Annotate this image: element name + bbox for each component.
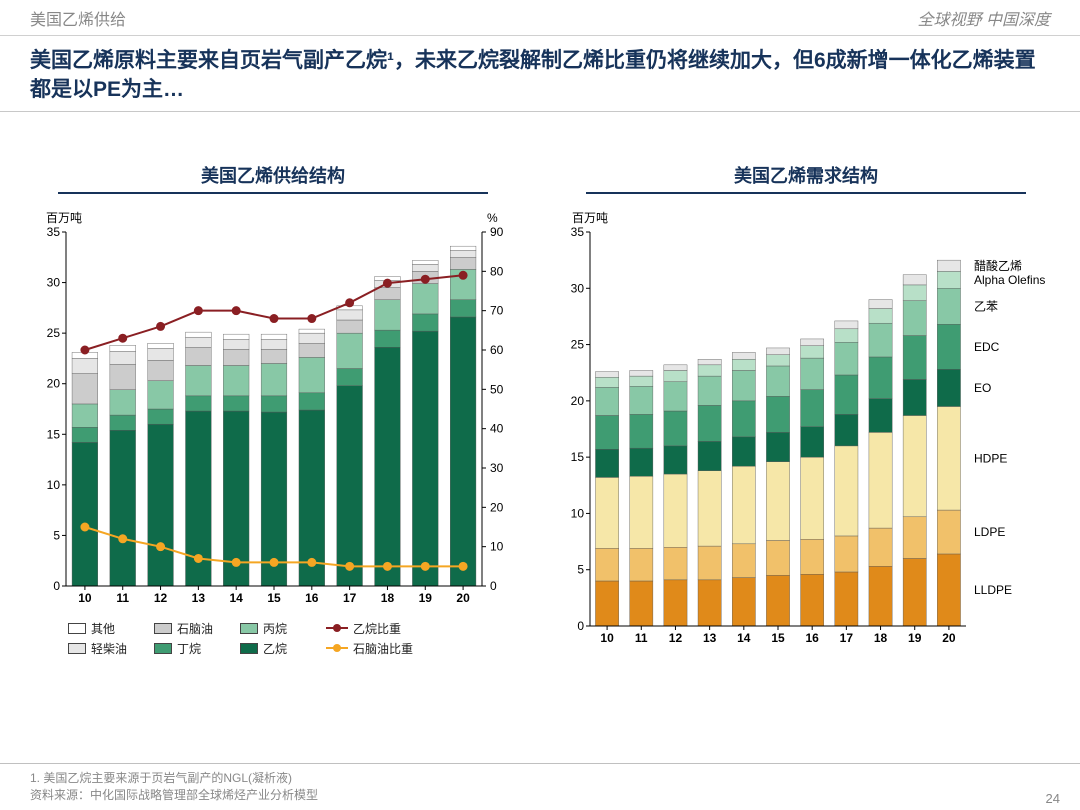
legend-item: 石脑油 <box>154 620 224 637</box>
svg-text:醋酸乙烯: 醋酸乙烯 <box>974 258 1022 273</box>
legend-item: 乙烷 <box>240 640 310 657</box>
svg-text:11: 11 <box>635 631 648 645</box>
svg-text:乙苯: 乙苯 <box>974 299 998 313</box>
svg-text:EO: EO <box>974 381 991 395</box>
svg-text:LDPE: LDPE <box>974 525 1005 539</box>
svg-text:百万吨: 百万吨 <box>572 211 608 225</box>
svg-text:30: 30 <box>571 281 585 295</box>
svg-text:10: 10 <box>78 591 92 605</box>
svg-text:百万吨: 百万吨 <box>46 211 82 225</box>
svg-text:15: 15 <box>571 450 585 464</box>
svg-text:16: 16 <box>305 591 319 605</box>
svg-text:70: 70 <box>490 303 504 317</box>
legend-item: 丁烷 <box>154 640 224 657</box>
legend-item: 轻柴油 <box>68 640 138 657</box>
svg-text:11: 11 <box>116 591 129 605</box>
svg-text:17: 17 <box>840 631 854 645</box>
legend-item: 其他 <box>68 620 138 637</box>
charts-container: 美国乙烯供给结构 0510152025303501020304050607080… <box>0 112 1080 660</box>
svg-text:18: 18 <box>381 591 395 605</box>
footer: 1. 美国乙烷主要来源于页岩气副产的NGL(凝析液) 资料来源：中化国际战略管理… <box>0 763 1080 810</box>
svg-text:0: 0 <box>53 579 60 593</box>
svg-text:10: 10 <box>490 539 504 553</box>
header-tagline: 全球视野 中国深度 <box>918 6 1050 30</box>
svg-text:90: 90 <box>490 225 504 239</box>
svg-text:LLDPE: LLDPE <box>974 583 1012 597</box>
svg-text:20: 20 <box>456 591 470 605</box>
svg-text:20: 20 <box>47 376 61 390</box>
svg-text:18: 18 <box>874 631 888 645</box>
demand-chart: 0 5 10 15 20 25 30 35百万吨 10 11 12 13 14 15 16 17 18 19 20 醋… <box>546 204 1066 654</box>
supply-chart-legend: 其他石脑油丙烷乙烷比重轻柴油丁烷乙烷石脑油比重 <box>18 614 528 657</box>
header: 美国乙烯供给 全球视野 中国深度 <box>0 0 1080 36</box>
svg-text:10: 10 <box>47 478 61 492</box>
svg-text:35: 35 <box>571 225 585 239</box>
svg-text:12: 12 <box>154 591 168 605</box>
svg-text:19: 19 <box>419 591 433 605</box>
svg-text:30: 30 <box>490 461 504 475</box>
svg-text:13: 13 <box>703 631 717 645</box>
svg-text:EDC: EDC <box>974 340 1000 354</box>
legend-item: 乙烷比重 <box>326 620 401 637</box>
svg-text:12: 12 <box>669 631 683 645</box>
page-number: 24 <box>1046 791 1060 806</box>
svg-text:HDPE: HDPE <box>974 451 1007 465</box>
page-title: 美国乙烯原料主要来自页岩气副产乙烷¹，未来乙烷裂解制乙烯比重仍将继续加大，但6成… <box>0 36 1080 112</box>
svg-text:60: 60 <box>490 343 504 357</box>
svg-text:40: 40 <box>490 421 504 435</box>
svg-text:25: 25 <box>47 326 61 340</box>
svg-text:10: 10 <box>600 631 614 645</box>
svg-text:0: 0 <box>577 619 584 633</box>
svg-text:20: 20 <box>490 500 504 514</box>
svg-text:80: 80 <box>490 264 504 278</box>
svg-text:35: 35 <box>47 225 61 239</box>
svg-text:0: 0 <box>490 579 497 593</box>
legend-item: 石脑油比重 <box>326 640 413 657</box>
supply-chart: 0 5 10 15 20 25 30 35 0 10 20 30 40 50 60 70 80 90 百万吨% 10 1… <box>18 204 528 614</box>
legend-item: 丙烷 <box>240 620 310 637</box>
svg-text:15: 15 <box>771 631 785 645</box>
svg-text:50: 50 <box>490 382 504 396</box>
svg-text:10: 10 <box>571 506 585 520</box>
svg-text:25: 25 <box>571 337 585 351</box>
svg-text:15: 15 <box>47 427 61 441</box>
svg-text:20: 20 <box>571 394 585 408</box>
svg-text:19: 19 <box>908 631 922 645</box>
svg-text:16: 16 <box>806 631 820 645</box>
svg-text:5: 5 <box>53 528 60 542</box>
header-section-label: 美国乙烯供给 <box>30 6 126 30</box>
footnote-1: 1. 美国乙烷主要来源于页岩气副产的NGL(凝析液) <box>30 770 1050 787</box>
footnote-2: 资料来源：中化国际战略管理部全球烯烃产业分析模型 <box>30 787 1050 804</box>
svg-text:15: 15 <box>267 591 281 605</box>
svg-text:20: 20 <box>942 631 956 645</box>
svg-text:17: 17 <box>343 591 357 605</box>
supply-chart-title: 美国乙烯供给结构 <box>58 162 488 194</box>
svg-text:5: 5 <box>577 562 584 576</box>
svg-text:14: 14 <box>230 591 244 605</box>
svg-text:30: 30 <box>47 275 61 289</box>
demand-chart-panel: 美国乙烯需求结构 0 5 10 15 20 25 30 35百万吨 10 11 12 13 14 15 16… <box>546 162 1066 660</box>
svg-text:13: 13 <box>192 591 206 605</box>
svg-text:Alpha Olefins: Alpha Olefins <box>974 273 1045 287</box>
supply-chart-panel: 美国乙烯供给结构 0 5 10 15 20 25 30 35 0 10 20 30 40 50 60 70 80… <box>18 162 528 660</box>
svg-text:%: % <box>487 211 498 225</box>
svg-text:14: 14 <box>737 631 751 645</box>
demand-chart-title: 美国乙烯需求结构 <box>586 162 1026 194</box>
